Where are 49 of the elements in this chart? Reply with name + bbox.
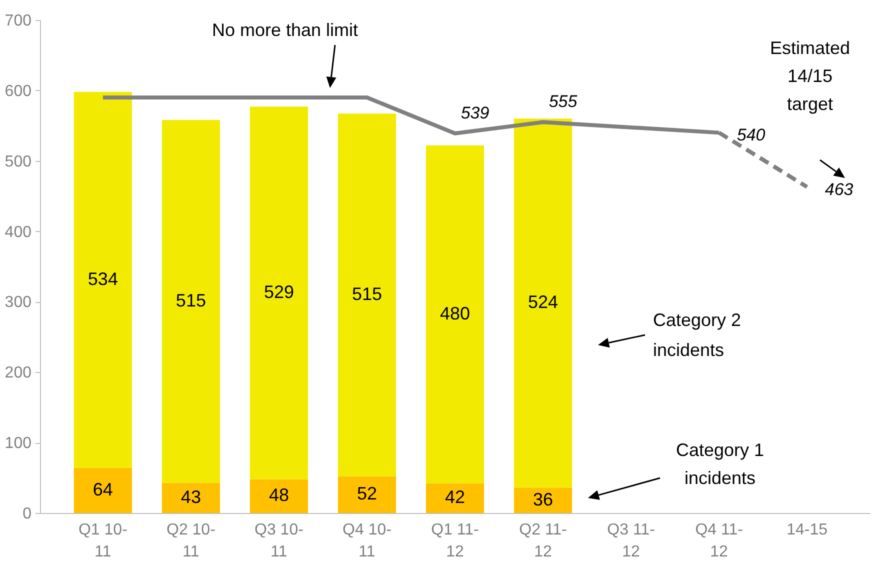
data-label: 515 [176, 290, 206, 310]
x-tick-label: Q1 10-11 [78, 522, 128, 560]
data-label: 463 [824, 180, 854, 199]
annotation: Category 1 incidents [676, 440, 764, 488]
bar [74, 92, 132, 468]
bar [426, 483, 484, 513]
data-label: 555 [548, 92, 578, 112]
x-tick-label: Q2 11-12 [519, 522, 567, 560]
data-label: 539 [460, 103, 490, 122]
x-tick-label: 14-15 [786, 522, 828, 538]
data-label: 48 [268, 485, 289, 506]
data-label: 42 [444, 487, 466, 508]
bar [162, 120, 220, 483]
data-label: 64 [92, 479, 113, 500]
data-label: 52 [356, 484, 377, 504]
y-tick-label: 100 [4, 435, 32, 452]
x-tick-label: Q4 11-12 [695, 522, 743, 560]
bar [250, 106, 308, 480]
data-label: 480 [440, 303, 470, 324]
bar [74, 468, 132, 513]
y-tick-label: 400 [4, 224, 32, 241]
x-tick-label: Q1 11-12 [431, 522, 479, 560]
x-tick-label: Q2 10-11 [166, 522, 216, 560]
data-label: 524 [528, 292, 558, 312]
x-tick-label: Q3 10-11 [254, 522, 304, 560]
annotation: Category 2 incidents [653, 310, 742, 360]
annotation: Estimated 14/15 target [770, 38, 850, 114]
bar [426, 145, 484, 484]
y-tick-label: 500 [4, 153, 32, 170]
bar [514, 488, 572, 513]
bar [338, 114, 396, 476]
data-label: 529 [264, 282, 294, 302]
data-label: 515 [352, 284, 382, 304]
x-tick-label: Q3 11-12 [607, 522, 655, 560]
y-tick-label: 600 [4, 82, 32, 100]
bar [162, 482, 220, 513]
y-tick-label: 0 [22, 506, 32, 522]
data-label: 36 [533, 489, 554, 510]
bar [338, 476, 396, 513]
y-tick-label: 200 [4, 364, 32, 382]
annotation: No more than limit [212, 20, 358, 40]
data-label: 534 [88, 268, 118, 289]
data-label: 540 [736, 126, 766, 145]
data-label: 43 [180, 486, 201, 507]
bar [514, 118, 572, 488]
y-tick-label: 300 [4, 294, 32, 312]
y-tick-label: 700 [4, 12, 32, 30]
x-tick-label: Q4 10-11 [342, 522, 392, 560]
bar [250, 479, 308, 513]
